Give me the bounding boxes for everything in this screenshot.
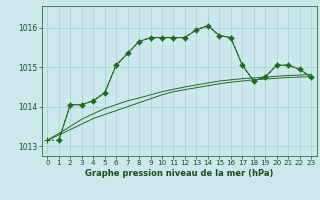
X-axis label: Graphe pression niveau de la mer (hPa): Graphe pression niveau de la mer (hPa) [85, 169, 273, 178]
